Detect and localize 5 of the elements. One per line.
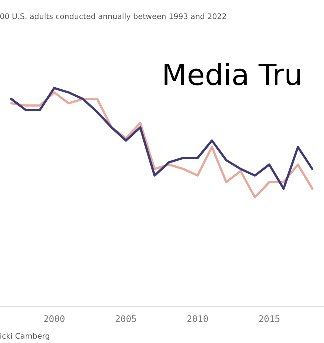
x-tick-label: 2010 bbox=[188, 316, 208, 322]
x-tick-label: 2005 bbox=[116, 316, 136, 322]
chart-title: Media Tru bbox=[164, 63, 300, 86]
x-tick-label: 2015 bbox=[259, 316, 280, 322]
x-tick-label: 2000 bbox=[44, 316, 65, 322]
